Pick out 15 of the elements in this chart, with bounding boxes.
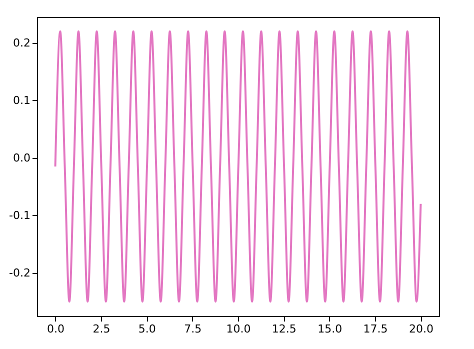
x-tick-label: 15.0 [318, 322, 342, 336]
y-tick-label: -0.1 [9, 208, 30, 222]
x-tick-label: 0.0 [47, 322, 65, 336]
x-tick-label: 7.5 [184, 322, 202, 336]
y-tick-label: -0.2 [9, 266, 30, 280]
y-tick-label: 0.2 [13, 36, 30, 50]
x-tick-label: 5.0 [138, 322, 156, 336]
x-tick-label: 17.5 [363, 322, 388, 336]
line-series [54, 30, 422, 303]
y-tick-label: 0.1 [13, 94, 30, 107]
x-tick-label: 10.0 [226, 322, 251, 336]
y-tick-label: 0.0 [13, 151, 30, 164]
x-tick-label: 2.5 [92, 322, 110, 336]
x-tick-label: 12.5 [272, 322, 296, 336]
x-tick-label: 20.0 [408, 322, 434, 336]
